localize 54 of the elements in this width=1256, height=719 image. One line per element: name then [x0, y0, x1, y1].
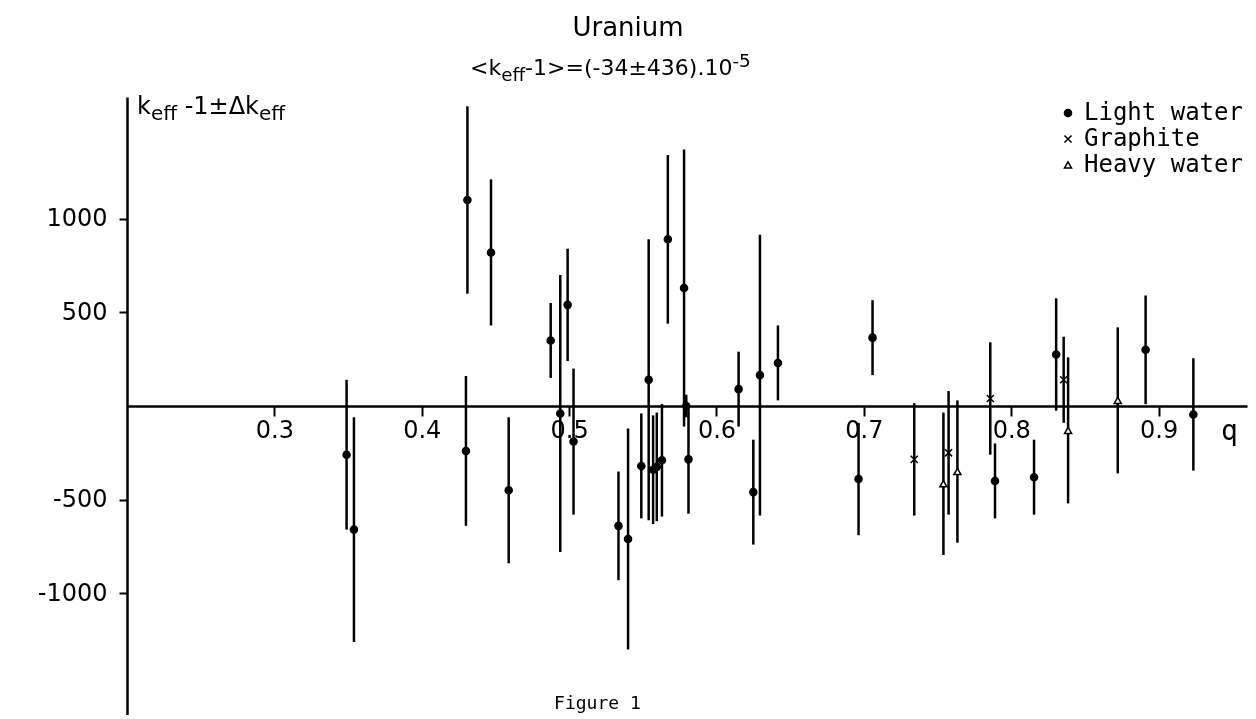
- point: [663, 235, 673, 244]
- point: [986, 394, 995, 403]
- point: [1189, 410, 1198, 419]
- x-axis-title: q: [1221, 414, 1238, 447]
- point: [773, 358, 783, 368]
- point: [681, 401, 691, 411]
- y-axis-title: k$_{eff}$ -1±Δk$_{eff}$: [137, 92, 286, 125]
- chart-title: Uranium: [571, 12, 685, 42]
- point: [734, 384, 743, 394]
- point: [563, 300, 572, 310]
- point: [614, 521, 623, 531]
- point: [679, 283, 689, 293]
- x-tick-label: 0.6: [697, 415, 737, 444]
- point: [555, 409, 565, 418]
- point: [461, 446, 471, 456]
- legend-label: Graphite: [1084, 124, 1200, 152]
- point: [349, 525, 359, 534]
- point: [1113, 396, 1123, 405]
- legend-label: Heavy water: [1084, 150, 1243, 178]
- y-tick-label: -1000: [37, 578, 108, 607]
- point: [504, 485, 513, 495]
- x-tick-label: 0.4: [403, 415, 442, 444]
- legend-label: Light water: [1084, 98, 1243, 126]
- point: [546, 336, 555, 345]
- y-tick-label: 500: [61, 297, 108, 326]
- x-tick-label: 0.9: [1139, 415, 1179, 444]
- point: [749, 487, 758, 497]
- point: [755, 370, 765, 380]
- annotation: Figure 1: [554, 692, 641, 713]
- point: [990, 476, 1000, 486]
- point: [953, 467, 962, 476]
- point: [657, 456, 667, 465]
- point: [1059, 375, 1068, 385]
- point: [854, 474, 863, 484]
- point: [463, 195, 472, 205]
- point: [939, 479, 948, 488]
- y-tick-label: -500: [53, 485, 108, 514]
- point: [1141, 345, 1150, 355]
- point: [1051, 350, 1061, 359]
- chart-subtitle: <k$_{eff}$-1>=(-34±436).10$^{-5}$: [470, 50, 751, 85]
- x-tick-label: 0.8: [992, 415, 1031, 444]
- point: [868, 333, 877, 342]
- point: [944, 448, 953, 458]
- point: [637, 461, 646, 471]
- point: [909, 455, 919, 464]
- point: [644, 375, 653, 385]
- point: [342, 450, 351, 459]
- point: [684, 455, 693, 464]
- point: [1029, 472, 1039, 482]
- point: [1063, 426, 1073, 435]
- point: [623, 534, 633, 544]
- x-tick-label: 0.3: [255, 415, 294, 444]
- y-tick-label: 1000: [46, 204, 108, 233]
- point: [486, 248, 496, 257]
